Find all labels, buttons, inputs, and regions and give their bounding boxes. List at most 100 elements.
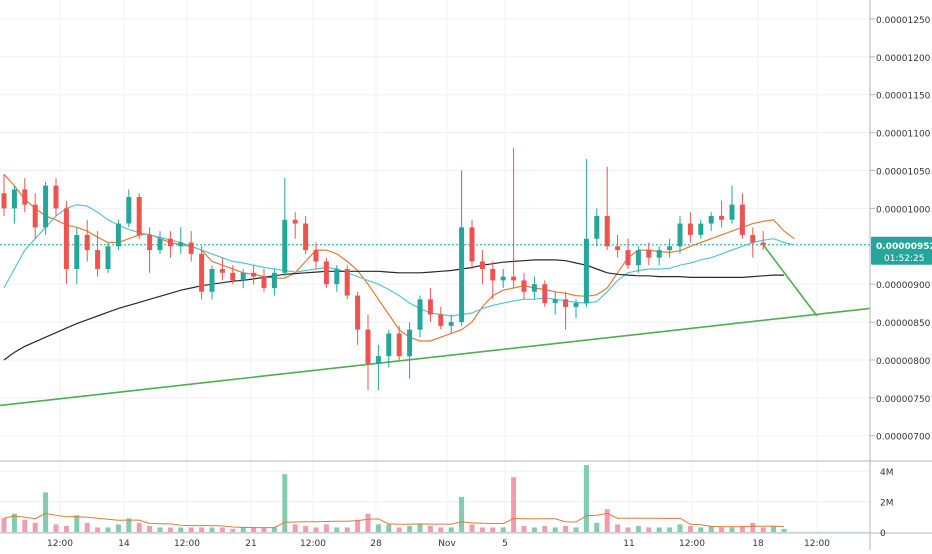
candle-body <box>594 215 600 239</box>
volume-bar <box>687 525 693 532</box>
candle-body <box>729 204 735 220</box>
candle-body <box>719 215 725 220</box>
volume-bar <box>719 527 725 532</box>
volume-bar <box>126 518 132 532</box>
candle-body <box>375 356 381 364</box>
candle-body <box>303 223 309 251</box>
volume-bar <box>635 525 641 532</box>
volume-bar <box>781 528 787 532</box>
volume-layer <box>1 465 787 532</box>
trendline-layer[interactable] <box>0 244 871 407</box>
x-tick-label: 12:00 <box>174 539 200 549</box>
volume-bar <box>594 522 600 532</box>
volume-bar <box>32 522 38 532</box>
y-tick-label: 0.00001050 <box>876 168 931 178</box>
bar-countdown: 01:52:25 <box>884 254 924 264</box>
volume-grid <box>0 470 870 533</box>
volume-bar <box>427 525 433 532</box>
candle-body <box>334 269 340 285</box>
volume-bar <box>417 524 423 532</box>
volume-bar <box>573 527 579 532</box>
candle-body <box>407 329 413 357</box>
volume-bar <box>136 522 142 532</box>
volume-bar <box>188 527 194 532</box>
volume-bar <box>74 515 80 532</box>
x-tick-label: 12:00 <box>804 539 830 549</box>
x-tick-label: 12:00 <box>47 539 73 549</box>
candle-body <box>115 223 121 247</box>
candle-body <box>552 299 558 304</box>
candle-body <box>469 227 475 262</box>
y-tick-label: 0.00001200 <box>876 54 931 64</box>
volume-bar <box>625 527 631 532</box>
candle-body <box>511 276 517 281</box>
candle-body <box>687 223 693 235</box>
volume-bar <box>760 527 766 532</box>
candle-body <box>292 219 298 224</box>
candle-body <box>625 250 631 266</box>
candle-body <box>105 246 111 270</box>
candle-body <box>396 333 402 357</box>
volume-bar <box>230 528 236 532</box>
volume-bar <box>219 527 225 532</box>
volume-bar <box>583 465 589 532</box>
candle-body <box>74 234 80 270</box>
volume-bar <box>11 513 17 532</box>
volume-bar <box>303 525 309 532</box>
y-tick-label: 0.00001250 <box>876 16 931 26</box>
x-tick-label: Nov <box>438 539 456 549</box>
candle-body <box>698 223 704 235</box>
x-tick-label: 21 <box>245 539 256 549</box>
candle-body <box>490 269 496 281</box>
y-tick-label: 0.00001100 <box>876 130 931 140</box>
volume-bar <box>43 492 49 532</box>
candle-body <box>667 246 673 251</box>
volume-bar <box>178 527 184 532</box>
candle-body <box>22 189 28 205</box>
candle-body <box>313 250 319 262</box>
volume-bar <box>105 527 111 532</box>
volume-bar <box>1 518 7 532</box>
y-tick-label: 0.00000750 <box>876 395 931 405</box>
volume-bar <box>469 524 475 532</box>
volume-bar <box>511 477 517 532</box>
volume-bar <box>157 527 163 532</box>
x-tick-label: 14 <box>118 539 130 549</box>
volume-bar <box>271 527 277 532</box>
x-tick-label: 12:00 <box>300 539 326 549</box>
volume-bar <box>251 527 257 532</box>
volume-bar <box>375 524 381 532</box>
candle-body <box>573 303 579 307</box>
candle-body <box>11 189 17 209</box>
volume-bar <box>334 527 340 532</box>
volume-tick-label: 2M <box>880 499 894 509</box>
candle-body <box>230 272 236 281</box>
candle-body <box>760 242 766 245</box>
volume-bar <box>698 527 704 532</box>
volume-bar <box>355 519 361 532</box>
volume-bar <box>209 527 215 532</box>
candle-body <box>355 295 361 330</box>
candle-body <box>531 284 537 292</box>
volume-bar <box>677 524 683 532</box>
candle-body <box>583 238 589 304</box>
volume-bar <box>656 527 662 532</box>
candle-body <box>604 215 610 247</box>
volume-bar <box>147 525 153 532</box>
candle-body <box>43 185 49 228</box>
candle-body <box>167 238 173 247</box>
volume-bar <box>199 527 205 532</box>
x-tick-label: 18 <box>752 539 764 549</box>
candle-body <box>32 204 38 228</box>
volume-bar <box>53 524 59 532</box>
volume-bar <box>63 525 69 532</box>
candle-body <box>750 234 756 243</box>
volume-bar <box>438 527 444 532</box>
candle-body <box>459 227 465 323</box>
volume-bar <box>542 525 548 532</box>
candle-body <box>63 208 69 270</box>
candle-body <box>251 272 257 277</box>
volume-bar <box>490 527 496 532</box>
